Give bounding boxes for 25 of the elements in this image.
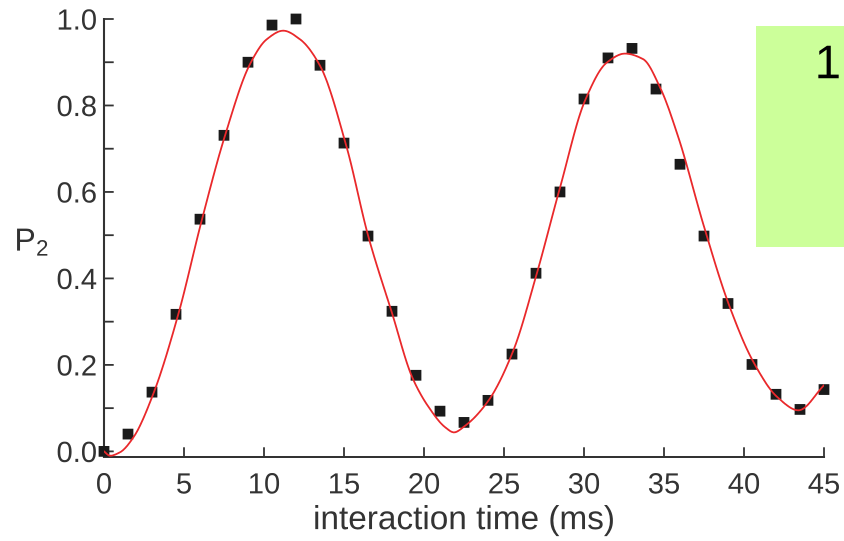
point	[266, 20, 278, 30]
y-tick-label: 0.2	[58, 355, 96, 376]
x-tick-label: 25	[489, 473, 519, 494]
point	[434, 406, 446, 417]
x-tick-label: 30	[568, 473, 600, 494]
x-tick-label: 40	[728, 473, 760, 494]
x-tick-label: 45	[808, 473, 839, 494]
x-tick-label: 15	[330, 473, 359, 494]
x-tick-label: 5	[177, 473, 191, 494]
x-tick-label: 20	[409, 473, 440, 494]
x-axis-title: interaction time (ms)	[315, 505, 613, 536]
y-tick-label: 0.8	[58, 96, 96, 116]
x-tick-label: 35	[648, 473, 679, 494]
point	[122, 428, 134, 440]
y-tick-label: 0.4	[58, 268, 96, 290]
annotation: 1	[818, 46, 839, 78]
point	[290, 14, 302, 24]
y-tick-label: 0.0	[58, 442, 96, 462]
point	[626, 43, 638, 54]
x-tick-label: 10	[250, 473, 280, 494]
y-axis-title: P$_{2}$	[17, 228, 48, 256]
y-tick-label: 0.6	[58, 182, 96, 203]
x-tick-label: 0	[97, 473, 111, 494]
y-tick-label: 1.0	[58, 9, 96, 30]
point	[674, 158, 686, 170]
